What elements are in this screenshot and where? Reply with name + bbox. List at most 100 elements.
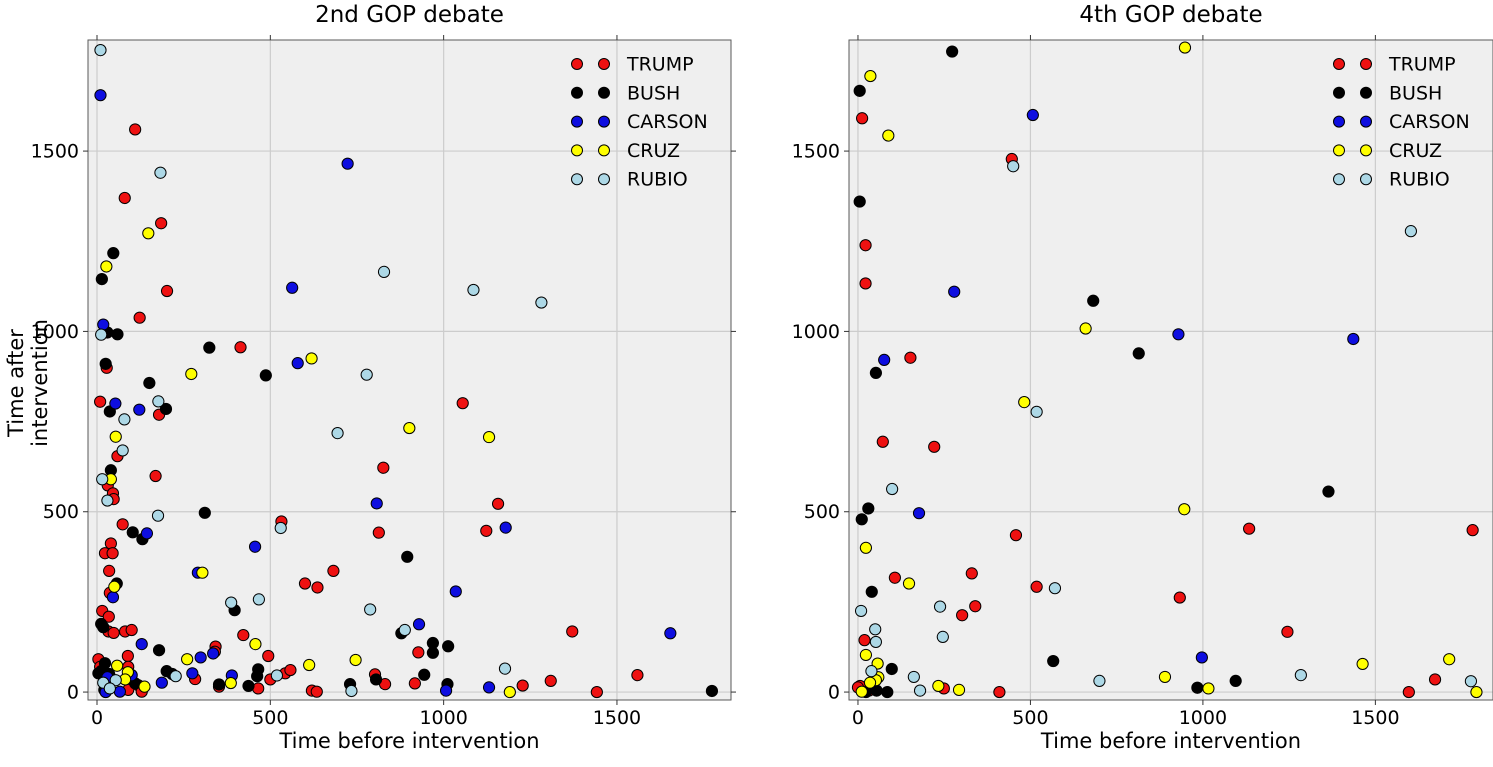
scatter-canvas: 0 500 1000 1500 0 500 1000 1500 TRUMP BUSH CARSON C… — [31, 35, 736, 729]
data-point-bush — [1087, 294, 1100, 307]
data-point-trump — [858, 634, 871, 647]
data-point-carson — [912, 507, 926, 520]
data-point-bush — [99, 357, 112, 370]
data-point-bush — [442, 640, 455, 653]
data-point-trump — [149, 469, 162, 483]
legend-marker-carson — [598, 115, 610, 128]
legend-label-rubio: RUBIO — [627, 169, 688, 191]
data-point-trump — [155, 217, 168, 230]
x-axis-label: Time before intervention — [279, 729, 540, 753]
legend-label-cruz: CRUZ — [1389, 140, 1442, 162]
data-point-trump — [298, 577, 312, 590]
data-point-cruz — [932, 679, 945, 693]
data-point-carson — [341, 157, 354, 170]
data-point-trump — [234, 341, 247, 354]
data-point-carson — [370, 497, 383, 510]
data-point-rubio — [1404, 225, 1418, 238]
legend-marker-rubio — [571, 173, 583, 186]
data-point-bush — [426, 646, 439, 659]
data-point-cruz — [1018, 395, 1031, 409]
legend-label-trump: TRUMP — [1388, 54, 1456, 76]
data-point-carson — [207, 647, 220, 660]
data-point-carson — [482, 681, 496, 694]
data-point-bush — [143, 376, 156, 390]
plot-area — [849, 40, 1493, 700]
data-point-trump — [377, 461, 390, 474]
data-point-rubio — [1464, 675, 1478, 688]
data-point-bush — [369, 673, 383, 686]
plot-border — [848, 39, 1493, 701]
data-point-trump — [129, 123, 142, 136]
data-point-trump — [310, 685, 323, 698]
data-point-rubio — [360, 368, 373, 381]
legend-marker-cruz — [571, 144, 583, 157]
data-point-trump — [491, 497, 505, 510]
data-point-bush — [152, 644, 166, 657]
data-point-rubio — [377, 265, 391, 279]
y-tick-label: 0 — [67, 682, 79, 704]
data-point-carson — [1195, 651, 1208, 664]
data-point-carson — [286, 281, 299, 294]
data-point-trump — [1466, 524, 1479, 537]
data-point-carson — [449, 585, 462, 598]
data-point-bush — [705, 684, 719, 698]
data-point-cruz — [1202, 682, 1215, 695]
data-point-cruz — [855, 685, 868, 698]
legend-marker-trump — [598, 58, 610, 70]
data-point-trump — [125, 623, 138, 637]
data-point-cruz — [100, 260, 113, 273]
data-point-bush — [1322, 485, 1335, 498]
data-point-bush — [95, 273, 108, 286]
data-point-rubio — [274, 521, 287, 535]
data-point-carson — [664, 627, 677, 640]
data-point-cruz — [482, 430, 496, 444]
y-tick-label: 1500 — [792, 141, 840, 163]
legend-marker-trump — [1333, 58, 1345, 70]
legend-marker-carson — [1333, 115, 1345, 128]
data-point-bush — [855, 513, 868, 526]
data-point-trump — [544, 674, 557, 687]
data-point-rubio — [270, 669, 284, 682]
data-point-trump — [904, 351, 917, 364]
data-point-trump — [956, 609, 969, 622]
data-point-bush — [1229, 674, 1242, 687]
data-point-rubio — [96, 473, 109, 486]
x-tick-label: 0 — [852, 707, 864, 729]
data-point-trump — [121, 649, 134, 663]
data-point-rubio — [1093, 674, 1106, 687]
x-tick-label: 1500 — [593, 707, 641, 729]
data-point-trump — [859, 239, 872, 252]
legend-label-bush: BUSH — [1389, 82, 1442, 104]
y-tick-label: 1000 — [31, 321, 79, 343]
data-point-trump — [118, 191, 131, 205]
data-point-bush — [198, 506, 211, 519]
data-point-carson — [1172, 328, 1185, 341]
data-point-rubio — [152, 395, 165, 408]
data-point-carson — [291, 357, 304, 370]
data-point-trump — [1030, 580, 1043, 593]
legend-marker-cruz — [598, 144, 610, 157]
data-point-trump — [106, 547, 119, 560]
data-point-trump — [311, 581, 324, 594]
data-point-carson — [155, 676, 168, 689]
data-point-cruz — [1158, 670, 1172, 684]
data-point-trump — [1009, 529, 1023, 542]
data-point-cruz — [111, 659, 124, 672]
data-point-trump — [856, 112, 869, 125]
data-point-bush — [107, 247, 120, 260]
data-point-cruz — [196, 566, 209, 579]
data-point-cruz — [1356, 657, 1369, 671]
data-point-cruz — [181, 653, 194, 666]
legend-label-rubio: RUBIO — [1389, 169, 1450, 191]
data-point-carson — [439, 684, 453, 697]
data-point-cruz — [952, 683, 966, 697]
data-point-cruz — [303, 658, 316, 672]
data-point-cruz — [1079, 322, 1092, 335]
data-point-rubio — [103, 682, 116, 695]
legend-marker-trump — [1360, 58, 1372, 70]
data-point-rubio — [1030, 405, 1043, 418]
data-point-carson — [194, 651, 207, 664]
data-point-bush — [203, 341, 216, 354]
data-point-carson — [248, 540, 262, 553]
data-point-trump — [107, 626, 120, 640]
